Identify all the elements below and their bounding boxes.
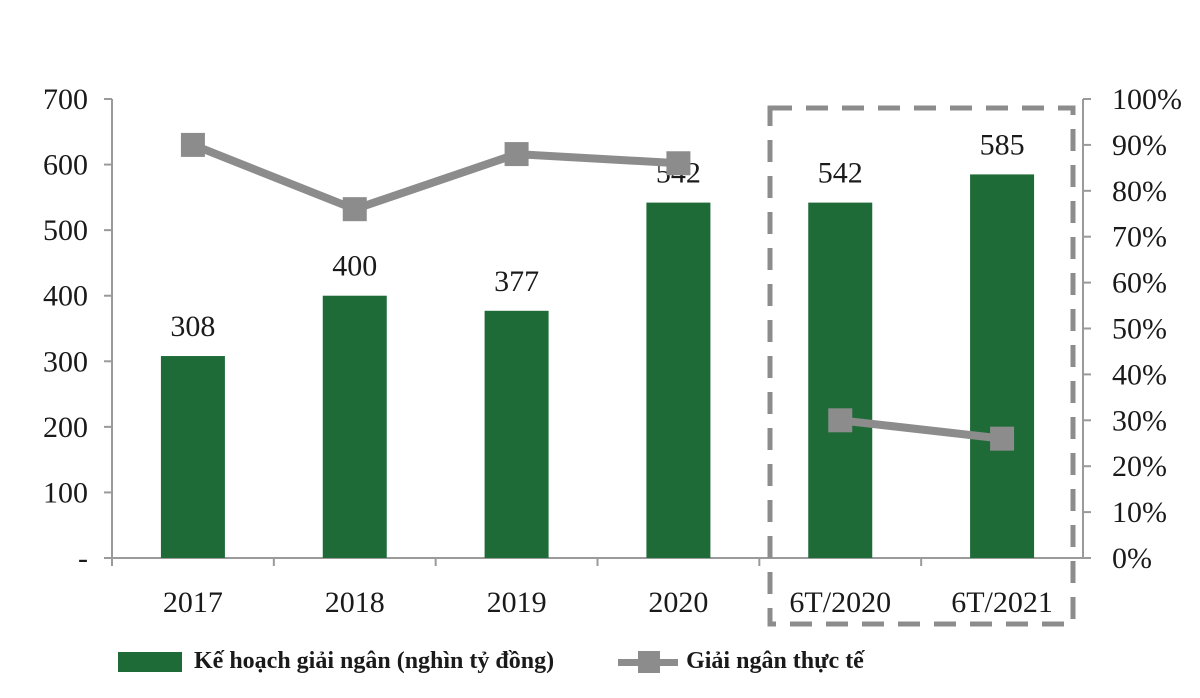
right-tick-label: 10% [1112,496,1167,529]
bar [484,310,549,558]
bar [646,202,711,559]
legend-item-actual: Giải ngân thực tế [618,648,864,675]
right-tick-label: 50% [1112,313,1167,346]
bar-data-label: 400 [332,250,377,283]
bar [160,356,225,558]
left-tick-label: 200 [43,411,88,444]
line-marker [990,426,1015,451]
legend-label-actual: Giải ngân thực tế [686,648,864,674]
x-tick-label: 2020 [648,586,708,619]
bar [970,174,1035,558]
bar-data-label: 308 [170,310,215,343]
left-tick-label: 400 [43,280,88,313]
line-marker [342,197,367,222]
right-tick-label: 40% [1112,358,1167,391]
right-tick-label: 70% [1112,221,1167,254]
x-tick-label: 2019 [487,586,547,619]
bar-data-label: 585 [980,128,1025,161]
line-marker [828,408,853,433]
left-tick-label: 700 [43,83,88,116]
x-axis: 2017 2018 2019 2020 6T/2020 6T/2021 [104,557,1091,619]
left-y-axis: - 100 200 300 400 500 600 700 [43,83,113,575]
left-tick-label: 100 [43,476,88,509]
x-tick-label: 2017 [163,586,223,619]
left-tick-label: 300 [43,345,88,378]
x-tick-label: 6T/2021 [951,586,1053,619]
x-tick-label: 2018 [325,586,385,619]
right-tick-label: 60% [1112,267,1167,300]
line-marker [504,142,529,167]
left-tick-label: 500 [43,214,88,247]
bar [322,295,387,558]
legend-label-plan: Kế hoạch giải ngân (nghìn tỷ đồng) [194,648,555,674]
right-y-axis: 0% 10% 20% 30% 40% 50% 60% 70% 80% 90% 100% [1082,83,1182,575]
right-tick-label: 20% [1112,450,1167,483]
left-tick-label: - [78,542,88,575]
bar-swatch-icon [118,651,182,672]
bar [808,202,873,559]
line-marker [666,151,691,176]
bar-data-label: 377 [494,265,539,298]
legend: Kế hoạch giải ngân (nghìn tỷ đồng) Giải … [118,648,928,675]
right-tick-label: 30% [1112,404,1167,437]
right-tick-label: 0% [1112,542,1152,575]
bar-data-label: 542 [818,157,863,190]
left-tick-label: 600 [43,149,88,182]
right-tick-label: 90% [1112,129,1167,162]
legend-item-plan: Kế hoạch giải ngân (nghìn tỷ đồng) [118,648,554,675]
highlight-dashed-box [767,105,1076,627]
right-tick-label: 100% [1112,83,1182,116]
bar-series: 308400377542542585 [160,128,1035,559]
x-tick-label: 6T/2020 [789,586,891,619]
line-marker [180,132,205,157]
line-marker-swatch-icon [618,650,679,674]
right-tick-label: 80% [1112,175,1167,208]
line-series [180,132,1015,451]
